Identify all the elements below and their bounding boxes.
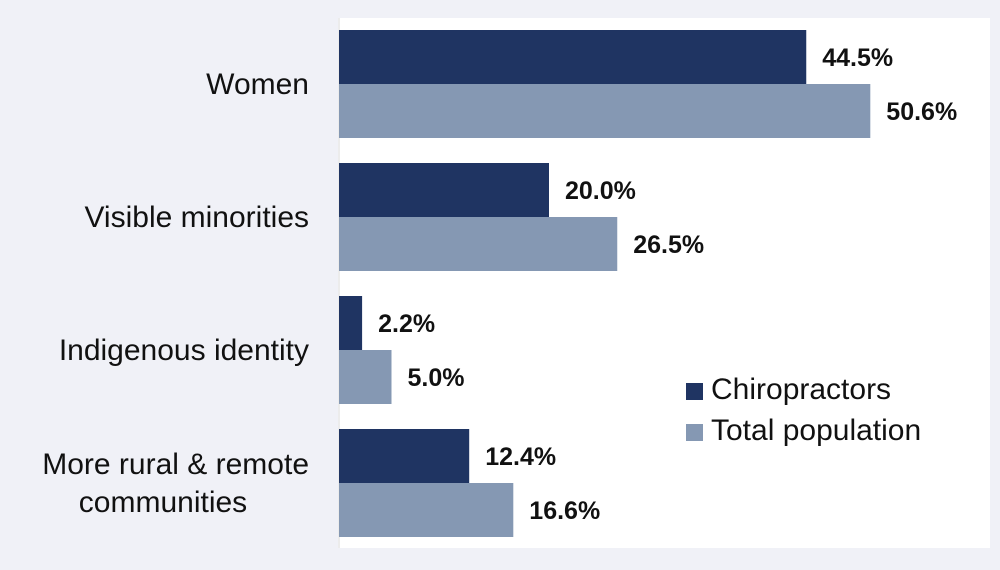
- legend: Chiropractors Total population: [686, 373, 921, 447]
- labels-group: Women 44.5% 50.6% Visible minorities 20.0% 26…: [42, 44, 957, 525]
- data-label: 44.5%: [822, 44, 893, 72]
- bar-total-population: [339, 350, 392, 404]
- category-label: Women: [206, 68, 309, 101]
- data-label: 12.4%: [485, 443, 556, 471]
- bar-chiropractors: [339, 296, 363, 350]
- data-label: 50.6%: [886, 98, 957, 126]
- category-label: communities: [79, 486, 247, 519]
- data-label: 16.6%: [529, 497, 600, 525]
- data-label: 20.0%: [565, 177, 636, 205]
- bars-group: [339, 30, 871, 537]
- bar-total-population: [339, 483, 514, 537]
- category-label: Visible minorities: [84, 201, 309, 234]
- bar-chiropractors: [339, 429, 470, 483]
- legend-label: Chiropractors: [711, 373, 891, 406]
- bar-chiropractors: [339, 163, 549, 217]
- data-label: 26.5%: [633, 231, 704, 259]
- bar-chiropractors: [339, 30, 807, 84]
- legend-swatch: [686, 424, 703, 441]
- bar-total-population: [339, 217, 618, 271]
- data-label: 5.0%: [408, 364, 465, 392]
- data-label: 2.2%: [378, 310, 435, 338]
- legend-swatch: [686, 383, 703, 400]
- bar-total-population: [339, 84, 871, 138]
- legend-label: Total population: [711, 414, 921, 447]
- category-label: More rural & remote: [42, 448, 309, 481]
- category-label: Indigenous identity: [59, 334, 309, 367]
